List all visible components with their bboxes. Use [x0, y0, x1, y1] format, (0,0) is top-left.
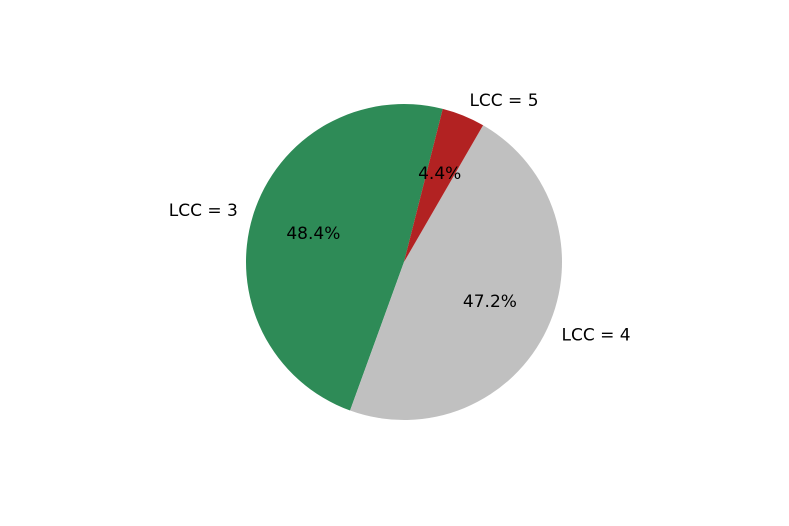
pie-slice — [245, 103, 443, 411]
pie-slice — [404, 108, 484, 262]
value-label: 47.2% — [463, 292, 517, 312]
slice-label: LCC = 3 — [169, 201, 238, 221]
slice-label: LCC = 4 — [562, 325, 631, 345]
value-label: 4.4% — [418, 164, 461, 184]
value-label: 48.4% — [286, 224, 340, 244]
pie-slice — [350, 125, 563, 421]
slice-label: LCC = 5 — [469, 91, 538, 111]
